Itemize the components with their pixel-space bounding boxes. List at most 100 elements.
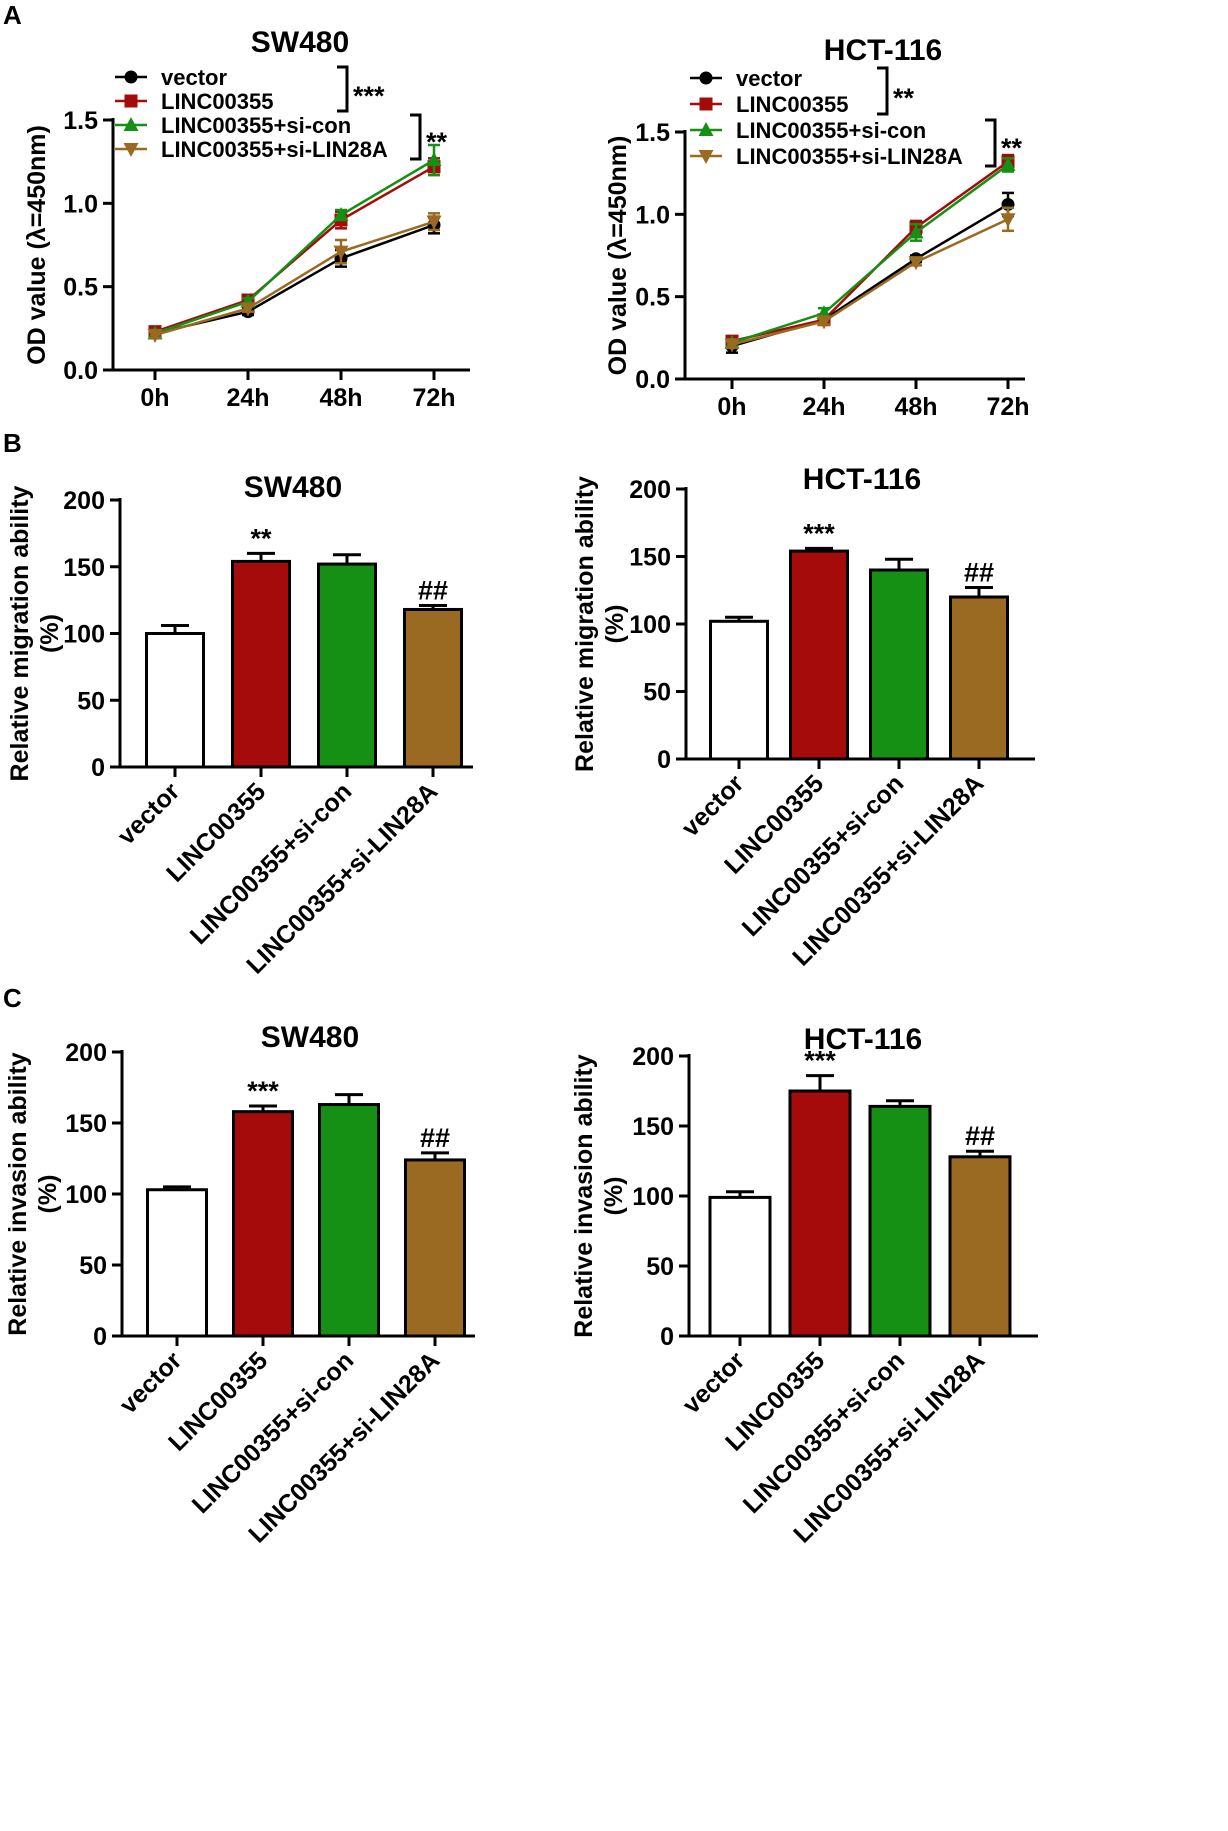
panel-letter-a: A <box>3 0 22 30</box>
y-axis-label: Relative invasion ability <box>570 1054 598 1338</box>
bar <box>869 568 929 761</box>
legend-label: LINC00355 <box>161 89 274 114</box>
significance-bracket <box>410 113 422 161</box>
bar <box>403 607 463 769</box>
y-axis-label-unit: (%) <box>600 1177 628 1216</box>
chart-title: HCT-116 <box>824 34 942 67</box>
panel-letter-b: B <box>3 428 22 458</box>
bar-group-linc00355-si-con <box>869 557 929 761</box>
bar-group-linc00355-si-lin28a: ## <box>949 558 1009 761</box>
bar <box>789 549 849 761</box>
bar <box>708 1195 772 1338</box>
bar <box>709 619 769 761</box>
y-tick-label: 200 <box>632 1043 674 1071</box>
data-point <box>426 152 442 166</box>
series-line-linc00355-si-lin28a <box>154 220 435 337</box>
x-tick-label: 48h <box>894 393 937 421</box>
legend-label: vector <box>161 65 227 90</box>
y-tick-label: 50 <box>643 679 671 707</box>
x-tick-label: vector <box>676 769 749 842</box>
data-point <box>240 302 256 317</box>
y-tick-label: 50 <box>646 1253 674 1281</box>
data-point <box>1000 156 1016 171</box>
y-tick-label: 0 <box>660 1323 674 1351</box>
bar-chart-sw480-migration: SW480 0 50 100 150 200 Relative migration abil… <box>0 450 560 990</box>
bar-group-linc00355: *** <box>789 518 849 761</box>
bar-chart-hct116-migration: HCT-116 0 50 100 150 200 Relative migration ab… <box>571 450 1150 1010</box>
x-tick-label: LINC00355+si-con <box>187 1346 360 1519</box>
x-tick-label: vector <box>112 777 185 850</box>
legend-marker-icon <box>699 97 713 111</box>
y-tick-label: 0.5 <box>63 274 98 302</box>
y-tick-label: 100 <box>65 1181 107 1209</box>
y-axis-label: Relative migration ability <box>6 485 34 781</box>
data-point <box>333 245 349 260</box>
data-point <box>908 224 924 239</box>
y-tick-label: 200 <box>629 476 671 504</box>
x-tick-label: LINC00355+si-con <box>185 777 358 950</box>
data-point <box>147 329 163 343</box>
significance-bracket <box>877 66 889 116</box>
y-axis-label-unit: (%) <box>34 1175 62 1214</box>
bar-group-linc00355-si-con <box>318 1093 380 1338</box>
significance-label: ** <box>250 523 272 553</box>
y-tick-label: 0 <box>91 754 105 782</box>
data-point <box>426 215 442 230</box>
data-point <box>908 256 924 271</box>
bar <box>949 595 1009 761</box>
y-tick-label: 1.5 <box>63 107 98 135</box>
line-chart-sw480-proliferation: SW480 0.0 0.5 1.0 1.5 0h 24h 48h 72h OD value (λ=… <box>0 20 560 440</box>
y-tick-label: 200 <box>63 487 105 515</box>
bar-group-linc00355-si-con <box>317 553 377 769</box>
bar-group-vector <box>709 615 769 761</box>
bar-group-linc00355: *** <box>232 1076 294 1338</box>
bar-group-vector <box>145 623 205 769</box>
bar <box>788 1089 852 1338</box>
y-tick-label: 0.0 <box>635 366 670 394</box>
chart-svg: HCT-116 0.0 0.5 1.0 1.5 0h 24h 48h 72h OD value (… <box>604 34 1030 421</box>
x-tick-label: vector <box>677 1346 750 1419</box>
y-tick-label: 0 <box>93 1323 107 1351</box>
series-line-linc00355-si-con <box>154 158 435 335</box>
data-point <box>333 207 349 221</box>
significance-label: ## <box>418 575 448 605</box>
x-tick-label: 0h <box>140 384 169 412</box>
y-axis-label: Relative invasion ability <box>4 1052 32 1336</box>
significance-label: ## <box>964 558 994 588</box>
significance-label: ## <box>965 1121 995 1151</box>
panel-letter-c: C <box>3 983 22 1013</box>
legend-label: LINC00355+si-LIN28A <box>161 137 388 162</box>
y-tick-label: 150 <box>632 1113 674 1141</box>
legend-marker-icon <box>123 117 139 131</box>
y-tick-label: 1.0 <box>635 201 670 229</box>
chart-svg: SW480 0 50 100 150 200 Relative migration abil… <box>6 471 473 980</box>
y-tick-label: 100 <box>632 1183 674 1211</box>
bar-group-linc00355-si-lin28a: ## <box>403 575 463 769</box>
bar <box>145 632 205 769</box>
x-tick-label: 0h <box>717 393 746 421</box>
bar-group-vector <box>708 1190 772 1338</box>
bar-group-linc00355: ** <box>231 523 291 769</box>
significance-label: *** <box>247 1076 279 1106</box>
legend-marker-icon <box>699 71 713 85</box>
legend-label: LINC00355+si-con <box>161 113 351 138</box>
y-tick-label: 0 <box>657 746 671 774</box>
data-point <box>724 338 740 353</box>
bar <box>231 559 291 769</box>
bar <box>404 1158 466 1338</box>
significance-label: *** <box>804 1046 836 1076</box>
data-point <box>1000 213 1016 228</box>
significance-bracket <box>337 65 349 113</box>
bar <box>318 1103 380 1338</box>
significance-label: *** <box>803 518 835 548</box>
bar-group-linc00355-si-con <box>868 1099 932 1338</box>
series-linc00355 <box>725 153 1015 348</box>
y-axis-label-unit: (%) <box>36 614 64 653</box>
series-line-linc00355-si-lin28a <box>731 218 1009 346</box>
significance-label: *** <box>353 81 385 111</box>
y-tick-label: 1.5 <box>635 119 670 147</box>
y-tick-label: 200 <box>65 1039 107 1067</box>
y-tick-label: 100 <box>629 611 671 639</box>
y-axis-label-unit: (%) <box>601 605 629 644</box>
significance-label: ## <box>420 1123 450 1153</box>
